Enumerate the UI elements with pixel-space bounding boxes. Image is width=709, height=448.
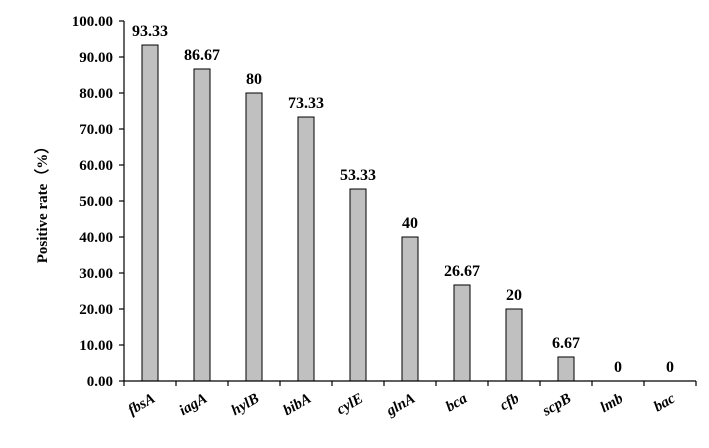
- y-tick-label: 10.00: [79, 338, 113, 354]
- x-category-label: hylB: [229, 391, 262, 419]
- y-axis-label: Positive rate（%）: [33, 139, 51, 264]
- data-label-scpB: 6.67: [552, 335, 580, 352]
- bar-cfb: [505, 308, 523, 382]
- bar-bibA: [297, 116, 315, 382]
- bar-hylB: [245, 92, 263, 382]
- bar-cylE: [349, 188, 367, 382]
- x-category-label: scpB: [539, 391, 574, 420]
- x-category-label: glnA: [383, 391, 418, 420]
- y-tick-label: 50.00: [79, 194, 113, 210]
- data-label-hylB: 80: [246, 71, 262, 88]
- y-tick-label: 40.00: [79, 230, 113, 246]
- y-tick-label: 30.00: [79, 266, 113, 282]
- x-category-label: bibA: [281, 391, 314, 419]
- data-label-iagA: 86.67: [184, 47, 220, 64]
- data-labels: 93.33 86.67 80 73.33 53.33 40 26.67 20 6.67 0 0: [132, 23, 674, 376]
- y-tick-label: 60.00: [79, 158, 113, 174]
- y-tick-label: 0.00: [87, 374, 113, 390]
- data-label-fbsA: 93.33: [132, 23, 168, 40]
- x-category-label: lmb: [598, 390, 627, 416]
- bar-fbsA: [141, 44, 159, 382]
- x-category-label: bca: [443, 390, 470, 415]
- bar-iagA: [193, 68, 211, 382]
- data-label-bibA: 73.33: [288, 95, 324, 112]
- bar-bca: [453, 284, 471, 382]
- y-tick-label: 100.00: [72, 14, 113, 30]
- data-label-glnA: 40: [402, 215, 418, 232]
- y-axis-ticks: 0.00 10.00 20.00 30.00 40.00 50.00 60.00 70.00 8…: [72, 14, 697, 390]
- bars: [141, 44, 575, 382]
- bar-scpB: [557, 356, 575, 382]
- data-label-bca: 26.67: [444, 263, 480, 280]
- data-label-cfb: 20: [506, 287, 522, 304]
- y-tick-label: 80.00: [79, 86, 113, 102]
- x-category-label: cylE: [334, 391, 366, 419]
- x-category-label: fbsA: [125, 391, 158, 419]
- x-category-label: bac: [651, 390, 678, 415]
- data-label-bac: 0: [666, 359, 674, 376]
- x-axis-categories: fbsA iagA hylB bibA cylE glnA bca cfb scpB lmb bac: [125, 390, 678, 420]
- x-category-label: cfb: [497, 390, 522, 414]
- y-tick-label: 70.00: [79, 122, 113, 138]
- x-category-label: iagA: [177, 391, 210, 419]
- bar-glnA: [401, 236, 419, 382]
- y-tick-label: 90.00: [79, 50, 113, 66]
- y-tick-label: 20.00: [79, 302, 113, 318]
- data-label-cylE: 53.33: [340, 167, 376, 184]
- data-label-lmb: 0: [614, 359, 622, 376]
